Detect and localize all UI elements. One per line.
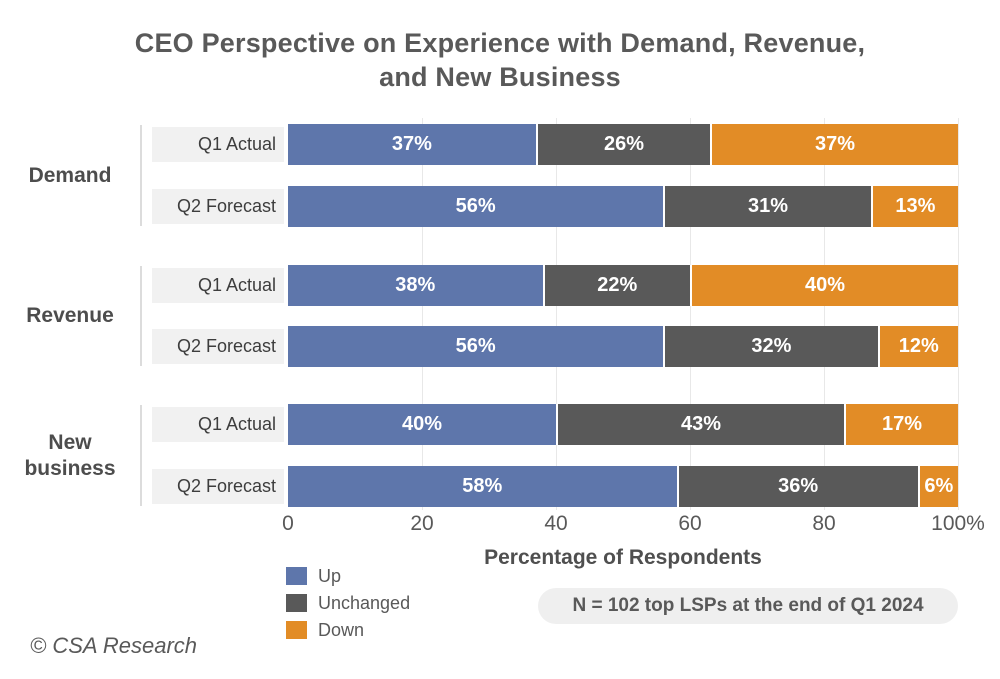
bar-segment-down: 17% — [844, 404, 958, 445]
legend-swatch-unchanged — [286, 594, 307, 612]
group-label: Revenue — [26, 304, 114, 327]
group-divider — [140, 405, 142, 506]
bar-segment-down: 37% — [710, 124, 958, 165]
bar-segment-up: 40% — [288, 404, 556, 445]
bar-value-label: 32% — [751, 335, 792, 357]
bar-segment-down: 6% — [917, 466, 958, 507]
group-divider — [140, 266, 142, 366]
gridline — [689, 118, 691, 510]
bar-value-label: 26% — [603, 133, 644, 155]
bar-row: 56% 31% 13% — [288, 186, 958, 227]
x-tick-label: 100% — [931, 512, 985, 535]
bar-value-label: 43% — [681, 413, 722, 435]
x-tick-label: 40 — [544, 512, 568, 535]
bar-segment-unchanged: 31% — [663, 186, 871, 227]
gridline — [823, 118, 825, 510]
bar-segment-up: 37% — [288, 124, 536, 165]
row-label: Q1 Actual — [152, 268, 284, 303]
bar-value-label: 40% — [804, 274, 845, 296]
row-label: Q2 Forecast — [152, 329, 284, 364]
legend-item-down: Down — [286, 619, 410, 640]
x-tick-label: 60 — [678, 512, 702, 535]
row-label: Q1 Actual — [152, 407, 284, 442]
bar-segment-up: 58% — [288, 466, 677, 507]
bar-value-label: 56% — [455, 195, 496, 217]
row-label: Q1 Actual — [152, 127, 284, 162]
bar-segment-up: 38% — [288, 265, 543, 306]
bar-value-label: 12% — [898, 335, 939, 357]
gridline — [421, 118, 423, 510]
bar-row: 56% 32% 12% — [288, 326, 958, 367]
legend-label-unchanged: Unchanged — [318, 592, 411, 613]
bar-segment-up: 56% — [288, 326, 664, 367]
bar-row: 58% 36% 6% — [288, 466, 958, 507]
x-axis-title: Percentage of Respondents — [484, 546, 762, 569]
bar-segment-down: 12% — [877, 326, 958, 367]
bar-row: 40% 43% 17% — [288, 404, 958, 445]
bar-value-label: 31% — [748, 195, 789, 217]
bar-segment-unchanged: 43% — [556, 404, 845, 445]
legend-swatch-down — [286, 621, 307, 639]
bar-value-label: 58% — [462, 475, 503, 497]
bar-value-label: 22% — [597, 274, 638, 296]
bar-value-label: 37% — [391, 133, 432, 155]
row-label: Q2 Forecast — [152, 469, 284, 504]
bar-value-label: 36% — [778, 475, 819, 497]
bar-value-label: 38% — [395, 274, 436, 296]
bar-value-label: 17% — [882, 413, 923, 435]
row-label: Q2 Forecast — [152, 189, 284, 224]
gridline — [555, 118, 557, 510]
bar-segment-unchanged: 22% — [542, 265, 690, 306]
x-tick-label: 0 — [282, 512, 294, 535]
bar-value-label: 56% — [455, 335, 496, 357]
legend-label-down: Down — [318, 619, 365, 640]
bar-segment-down: 40% — [689, 265, 958, 306]
legend-item-unchanged: Unchanged — [286, 592, 411, 613]
legend-swatch-up — [286, 567, 307, 585]
chart-title: CEO Perspective on Experience with Deman… — [134, 28, 866, 92]
bar-segment-up: 56% — [288, 186, 664, 227]
sample-size-note: N = 102 top LSPs at the end of Q1 2024 — [538, 588, 958, 624]
bar-value-label: 37% — [815, 133, 856, 155]
bar-segment-unchanged: 36% — [676, 466, 918, 507]
gridline — [957, 118, 959, 510]
x-tick-label: 20 — [410, 512, 434, 535]
legend: Up Unchanged Down — [286, 565, 411, 648]
bar-segment-down: 13% — [870, 186, 958, 227]
bar-segment-unchanged: 26% — [535, 124, 711, 165]
legend-item-up: Up — [286, 565, 410, 586]
bar-value-label: 40% — [401, 413, 443, 435]
group-label: New business — [24, 430, 116, 480]
bar-row: 38% 22% 40% — [288, 265, 958, 306]
legend-label-up: Up — [318, 565, 342, 586]
bar-value-label: 13% — [895, 195, 936, 217]
bar-segment-unchanged: 32% — [663, 326, 878, 367]
bar-row: 37% 26% 37% — [288, 124, 958, 165]
x-tick-label: 80 — [812, 512, 836, 535]
group-divider — [140, 125, 142, 226]
copyright-footer: © CSA Research — [30, 633, 198, 658]
bar-value-label: 6% — [924, 475, 954, 497]
group-label: Demand — [28, 163, 112, 187]
